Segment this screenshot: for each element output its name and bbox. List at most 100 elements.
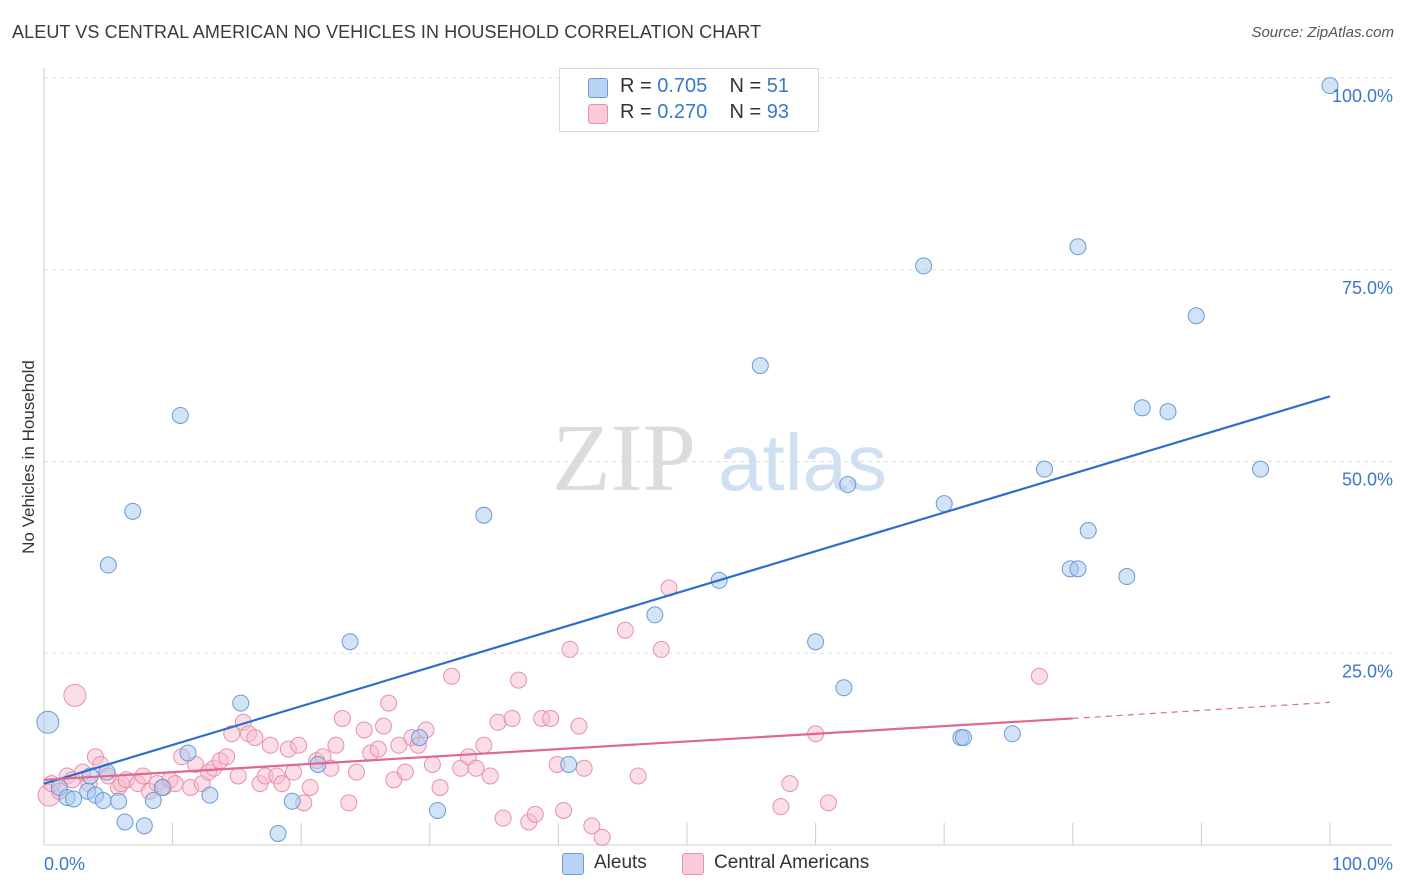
central-americans-point: [301, 778, 319, 796]
aleuts-point: [269, 824, 287, 842]
central-americans-point: [63, 683, 87, 707]
central-americans-point: [347, 763, 365, 781]
aleuts-point: [1187, 307, 1205, 325]
central-americans-point: [396, 763, 414, 781]
central-americans-point: [772, 798, 790, 816]
aleuts-point: [1252, 460, 1270, 478]
central-americans-point: [327, 736, 345, 754]
central-americans-point: [629, 767, 647, 785]
watermark-zip: ZIP: [552, 404, 696, 511]
aleuts-point: [179, 744, 197, 762]
aleuts-point: [1003, 725, 1021, 743]
central-americans-point: [273, 775, 291, 793]
central-americans-point: [340, 794, 358, 812]
aleuts-point: [1159, 403, 1177, 421]
aleuts-point: [1036, 460, 1054, 478]
central-americans-point: [489, 713, 507, 731]
aleuts-point: [283, 792, 301, 810]
central-americans-point: [431, 778, 449, 796]
legend-n-label: N =: [729, 101, 767, 123]
central-americans-point: [333, 709, 351, 727]
central-americans-point: [575, 759, 593, 777]
aleuts-point: [144, 792, 162, 810]
aleuts-point: [1069, 238, 1087, 256]
central-americans-point: [616, 621, 634, 639]
legend-swatch-central-americans: [682, 853, 704, 875]
central-americans-point: [494, 809, 512, 827]
aleuts-point: [116, 813, 134, 831]
aleuts-point: [560, 755, 578, 773]
chart-title: ALEUT VS CENTRAL AMERICAN NO VEHICLES IN…: [12, 22, 762, 42]
aleuts-point: [1321, 77, 1339, 95]
central-americans-point: [819, 794, 837, 812]
axes: [43, 68, 1392, 846]
series-legend: Aleuts Central Americans: [0, 852, 1406, 878]
aleuts-point: [646, 606, 664, 624]
central-americans-point: [290, 736, 308, 754]
aleuts-point: [429, 801, 447, 819]
legend-swatch-aleuts: [562, 853, 584, 875]
central-americans-point: [443, 667, 461, 685]
y-axis-label: No Vehicles in Household: [19, 360, 38, 554]
aleuts-point: [807, 633, 825, 651]
legend-label-central-americans: Central Americans: [714, 852, 870, 873]
gridlines: [44, 77, 1392, 654]
aleuts-point: [751, 357, 769, 375]
central-americans-point: [583, 817, 601, 835]
aleuts-point: [232, 694, 250, 712]
central-americans-point: [1030, 667, 1048, 685]
aleuts-point: [110, 792, 128, 810]
aleuts-point: [1118, 568, 1136, 586]
central-americans-point: [261, 736, 279, 754]
legend-label-aleuts: Aleuts: [594, 852, 647, 873]
source-label: Source: ZipAtlas.com: [1251, 24, 1394, 41]
aleuts-point: [341, 633, 359, 651]
central-americans-point: [555, 801, 573, 819]
central-americans-point: [542, 709, 560, 727]
y-tick-label: 25.0%: [1342, 661, 1393, 681]
aleuts-point: [124, 502, 142, 520]
legend-r-label: R =: [620, 75, 658, 97]
watermark-atlas: atlas: [718, 418, 887, 507]
legend-n-value: 93: [766, 101, 790, 123]
central-americans-point: [284, 763, 302, 781]
x-tick-label: 0.0%: [44, 854, 85, 874]
central-americans-point: [375, 717, 393, 735]
aleuts-point: [94, 792, 112, 810]
aleuts-point: [1069, 560, 1087, 578]
aleuts-point: [65, 790, 83, 808]
central-americans-point: [593, 828, 611, 846]
aleuts-point: [835, 679, 853, 697]
aleuts-point: [411, 729, 429, 747]
legend-r-label: R =: [620, 101, 658, 123]
central-americans-point: [467, 759, 485, 777]
legend-swatch-aleuts: [588, 78, 608, 98]
aleuts-point: [201, 786, 219, 804]
central-americans-point: [223, 725, 241, 743]
central-americans-point: [134, 767, 152, 785]
aleuts-point: [135, 817, 153, 835]
central-americans-point: [652, 640, 670, 658]
x-tick-label: 100.0%: [1332, 854, 1393, 874]
central-americans-point: [369, 740, 387, 758]
central-americans-point: [218, 748, 236, 766]
y-tick-label: 50.0%: [1342, 470, 1393, 490]
aleuts-point: [839, 476, 857, 494]
tick-labels: 25.0% 50.0% 75.0% 100.0% 0.0% 100.0%: [44, 86, 1393, 874]
central-americans-point: [503, 709, 521, 727]
central-americans-point: [246, 729, 264, 747]
central-americans-point: [561, 640, 579, 658]
central-americans-trendline-extension: [1072, 701, 1331, 720]
trendlines: [43, 395, 1331, 785]
central-americans-trendline: [43, 717, 1073, 781]
central-americans-point: [570, 717, 588, 735]
aleuts-point: [171, 406, 189, 424]
aleuts-trendline: [43, 395, 1331, 785]
central-americans-point: [423, 755, 441, 773]
aleuts-points: [36, 77, 1339, 842]
central-americans-point: [510, 671, 528, 689]
aleuts-point: [954, 729, 972, 747]
y-tick-label: 75.0%: [1342, 278, 1393, 298]
y-tick-label: 100.0%: [1332, 86, 1393, 106]
